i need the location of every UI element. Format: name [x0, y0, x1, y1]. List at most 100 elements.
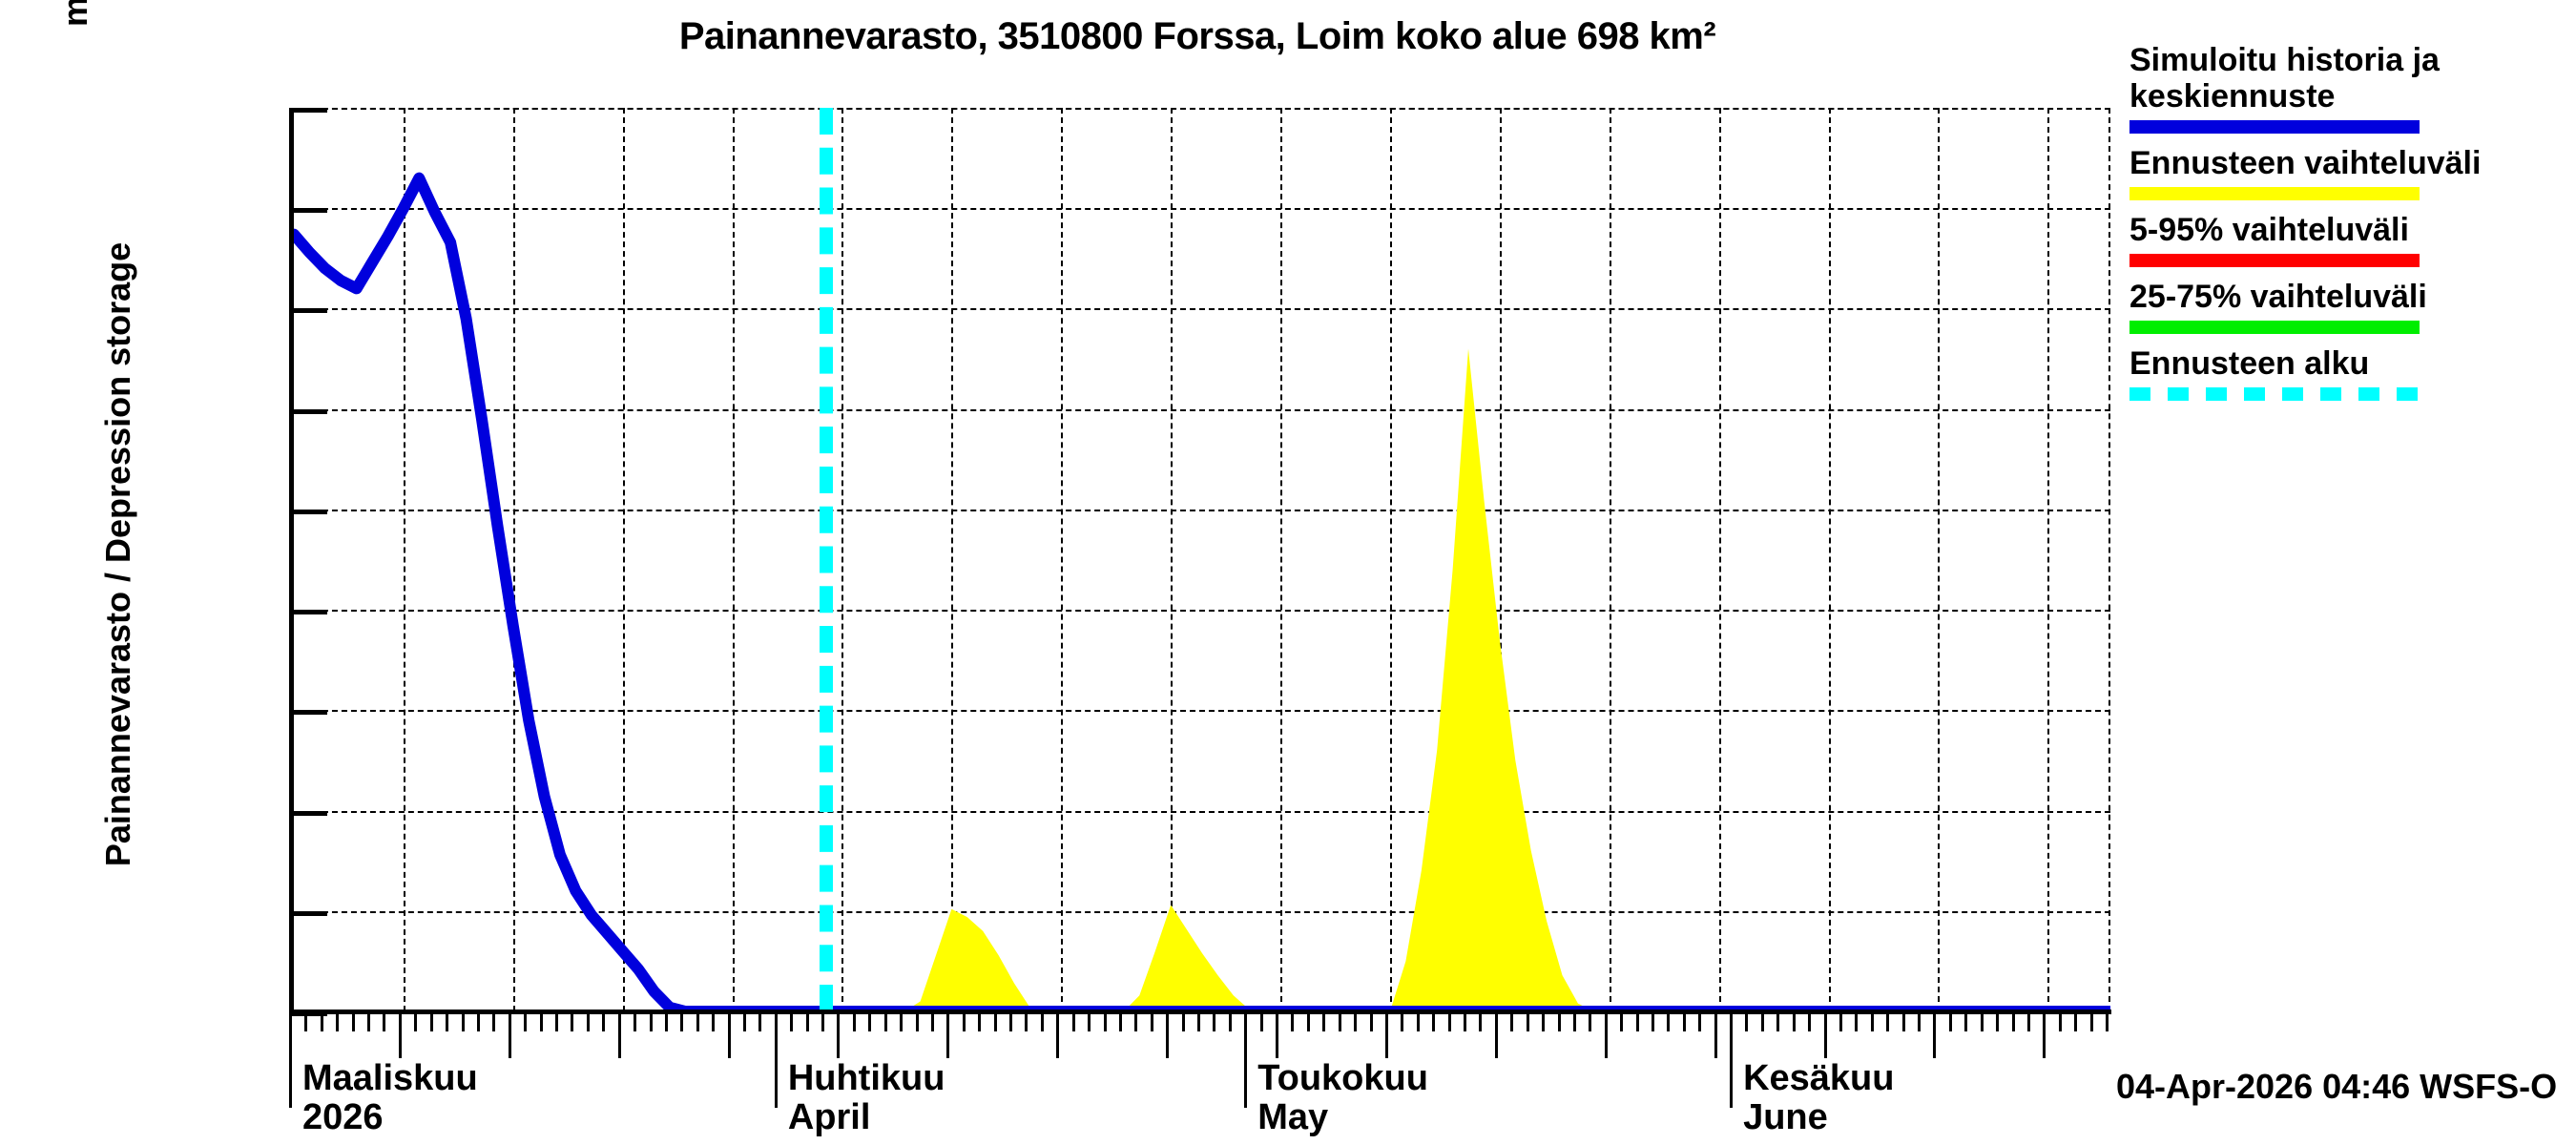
x-axis-tick-minor	[1354, 1014, 1358, 1031]
x-axis-tick-minor	[1886, 1014, 1890, 1031]
x-axis-tick-minor	[1181, 1014, 1185, 1031]
legend-entry: Simuloitu historia ja keskiennuste	[2129, 42, 2549, 135]
x-axis-tick-minor	[821, 1014, 825, 1031]
x-axis-tick-major	[1823, 1014, 1827, 1058]
x-axis-tick-minor	[1009, 1014, 1013, 1031]
x-axis-tick-minor	[1150, 1014, 1153, 1031]
gridline-horizontal	[294, 610, 2110, 613]
x-axis-tick-major	[1056, 1014, 1060, 1058]
x-axis-tick-minor	[1620, 1014, 1624, 1031]
x-axis-tick-minor	[868, 1014, 872, 1031]
x-axis-tick-minor	[1572, 1014, 1576, 1031]
legend-entry: Ennusteen vaihteluväli	[2129, 145, 2549, 201]
x-axis-tick-minor	[1416, 1014, 1420, 1031]
x-axis-tick-minor	[383, 1014, 386, 1031]
x-axis-tick-minor	[805, 1014, 809, 1031]
x-axis-tick-major	[1276, 1014, 1279, 1058]
month-label-en: May	[1257, 1097, 1329, 1138]
plot-area	[289, 108, 2110, 1016]
x-axis-tick-minor	[1322, 1014, 1326, 1031]
gridline-vertical	[1718, 108, 1721, 1011]
x-axis-tick-minor	[1589, 1014, 1592, 1031]
x-axis-tick-minor	[1338, 1014, 1341, 1031]
x-axis-tick-minor	[1197, 1014, 1200, 1031]
x-axis-tick-minor	[1088, 1014, 1091, 1031]
legend-label: 5-95% vaihteluväli	[2129, 212, 2409, 249]
x-axis-tick-minor	[930, 1014, 934, 1031]
gridline-vertical	[841, 108, 844, 1011]
month-label-en: April	[787, 1097, 871, 1138]
x-axis-tick-minor	[1118, 1014, 1122, 1031]
x-axis-tick-minor	[962, 1014, 966, 1031]
legend: Simuloitu historia ja keskiennuste Ennust…	[2129, 42, 2549, 412]
x-axis-tick-major	[727, 1014, 731, 1058]
y-axis-tick	[291, 108, 327, 113]
x-axis-tick-minor	[2058, 1014, 2062, 1031]
gridline-vertical	[1389, 108, 1392, 1011]
x-axis-tick-minor	[476, 1014, 480, 1031]
x-axis-tick-major	[1604, 1014, 1608, 1058]
gridline-vertical	[1061, 108, 1064, 1011]
month-label-en: 2026	[302, 1097, 384, 1138]
gridline-horizontal	[294, 910, 2110, 913]
x-axis-tick-major	[2043, 1014, 2046, 1058]
x-axis-tick-minor	[852, 1014, 856, 1031]
x-axis-tick-minor	[790, 1014, 794, 1031]
x-axis-tick-minor	[1667, 1014, 1671, 1031]
x-axis-tick-minor	[634, 1014, 637, 1031]
gridline-vertical	[622, 108, 625, 1011]
gridline-vertical	[1828, 108, 1831, 1011]
footer-timestamp: 04-Apr-2026 04:46 WSFS-O	[2116, 1067, 2558, 1106]
x-axis-tick-minor	[524, 1014, 528, 1031]
gridline-horizontal	[294, 308, 2110, 311]
plot-inner	[294, 108, 2110, 1011]
x-axis-tick-minor	[1291, 1014, 1295, 1031]
x-axis-tick-minor	[2074, 1014, 2078, 1031]
y-axis-tick	[291, 308, 327, 314]
page-title: Painannevarasto, 3510800 Forssa, Loim ko…	[678, 15, 1716, 57]
y-axis-tick	[291, 810, 327, 816]
x-axis-tick-minor	[1526, 1014, 1529, 1031]
x-axis-tick-minor	[320, 1014, 323, 1031]
x-axis-tick-major	[1166, 1014, 1170, 1058]
month-label-en: June	[1743, 1097, 1828, 1138]
x-axis-tick-minor	[1306, 1014, 1310, 1031]
x-axis-tick-minor	[1855, 1014, 1859, 1031]
x-axis-tick-minor	[1652, 1014, 1654, 1031]
legend-swatch	[2129, 321, 2420, 335]
legend-entry: 25-75% vaihteluväli	[2129, 279, 2549, 335]
x-axis-tick-minor	[1213, 1014, 1216, 1031]
y-axis-tick	[291, 509, 327, 514]
x-axis-tick-minor	[1792, 1014, 1796, 1031]
legend-swatch	[2129, 187, 2420, 201]
x-axis-tick-minor	[336, 1014, 340, 1031]
x-axis-tick-minor	[1698, 1014, 1702, 1031]
gridline-horizontal	[294, 710, 2110, 713]
legend-entry: Ennusteen alku	[2129, 345, 2549, 402]
month-label-fi: Maaliskuu	[302, 1058, 478, 1098]
x-axis-tick-major	[837, 1014, 841, 1058]
x-axis-tick-minor	[351, 1014, 355, 1031]
gridline-vertical	[1171, 108, 1174, 1011]
x-axis-tick-minor	[414, 1014, 418, 1031]
x-axis-tick-minor	[1510, 1014, 1514, 1031]
gridline-vertical	[1499, 108, 1502, 1011]
x-axis-tick-minor	[743, 1014, 746, 1031]
gridline-vertical	[1938, 108, 1941, 1011]
y-axis-unit-label: mm	[55, 0, 95, 27]
gridline-horizontal	[294, 408, 2110, 411]
month-label-fi: Toukokuu	[1257, 1058, 1428, 1098]
x-axis-tick-minor	[1432, 1014, 1436, 1031]
series-layer	[294, 172, 2110, 1011]
x-axis-tick-major	[508, 1014, 511, 1058]
x-axis-tick-minor	[2106, 1014, 2109, 1031]
x-axis-tick-major	[617, 1014, 621, 1058]
x-axis-tick-minor	[680, 1014, 684, 1031]
x-axis-tick-minor	[304, 1014, 308, 1031]
x-axis-tick-minor	[1948, 1014, 1952, 1031]
x-axis-tick-minor	[1635, 1014, 1639, 1031]
x-axis-tick-minor	[492, 1014, 496, 1031]
gridline-horizontal	[294, 810, 2110, 813]
x-axis-tick-minor	[1870, 1014, 1874, 1031]
x-axis-tick-major	[1714, 1014, 1717, 1058]
